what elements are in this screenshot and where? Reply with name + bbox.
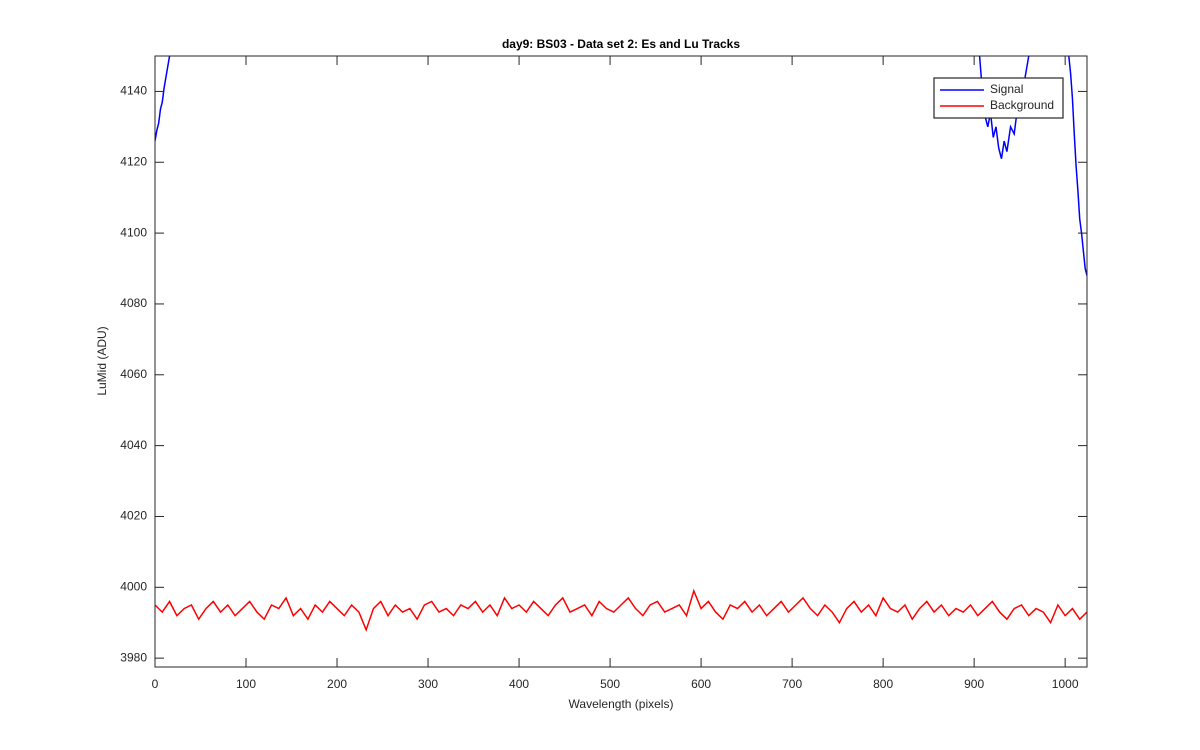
legend-label: Signal: [990, 82, 1023, 96]
axes-box: [154, 55, 1088, 668]
x-tick-label: 200: [327, 677, 347, 691]
x-tick-label: 1000: [1052, 677, 1079, 691]
x-tick-label: 700: [782, 677, 802, 691]
y-tick-label: 4020: [120, 509, 147, 523]
x-tick-label: 300: [418, 677, 438, 691]
y-tick-label: 4040: [120, 438, 147, 452]
y-tick-label: 4140: [120, 84, 147, 98]
chart-title: day9: BS03 - Data set 2: Es and Lu Track…: [502, 37, 740, 51]
y-tick-label: 4060: [120, 367, 147, 381]
x-tick-label: 500: [600, 677, 620, 691]
x-tick-label: 800: [873, 677, 893, 691]
y-tick-label: 3980: [120, 650, 147, 664]
x-tick-label: 100: [236, 677, 256, 691]
y-tick-label: 4100: [120, 225, 147, 239]
y-tick-label: 4080: [120, 296, 147, 310]
x-tick-label: 600: [691, 677, 711, 691]
x-axis-label: Wavelength (pixels): [569, 697, 674, 711]
plot-area: [155, 56, 1087, 667]
data-line: [155, 588, 1087, 632]
x-tick-label: 900: [964, 677, 984, 691]
legend-label: Background: [990, 98, 1054, 112]
y-tick-label: 4120: [120, 154, 147, 168]
x-tick-label: 0: [152, 677, 159, 691]
y-tick-label: 4000: [120, 579, 147, 593]
legend-box: [933, 77, 1064, 119]
x-tick-label: 400: [509, 677, 529, 691]
y-axis-label: LuMid (ADU): [95, 326, 109, 395]
